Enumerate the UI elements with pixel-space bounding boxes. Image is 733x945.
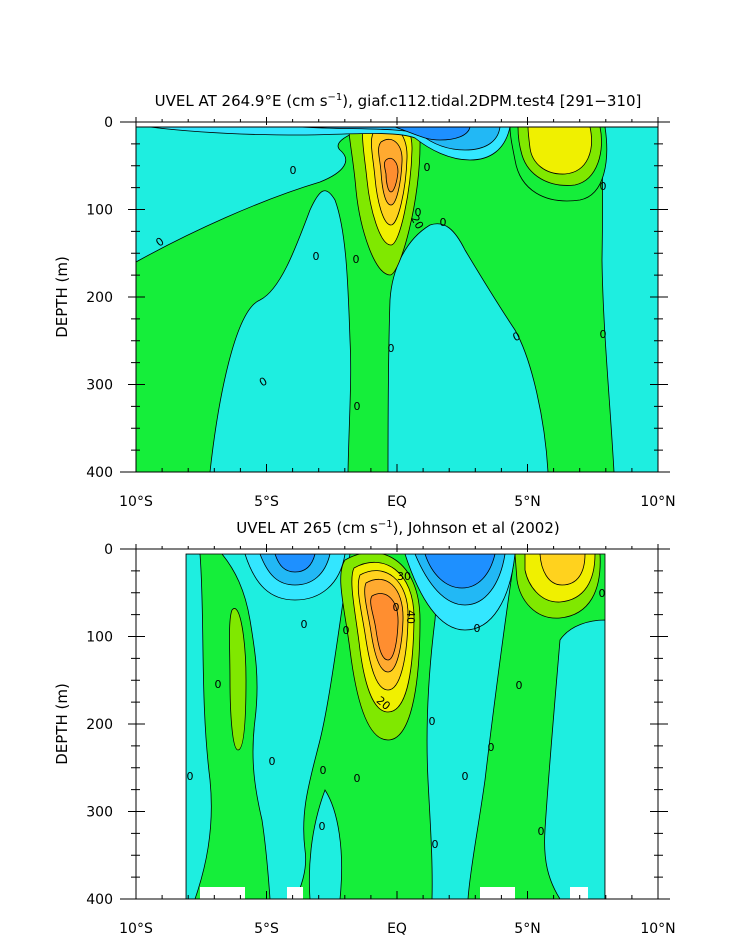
contour-label: 0 <box>600 328 607 341</box>
contour-label: 0 <box>354 772 361 785</box>
x-tick-label: 5°N <box>514 921 540 937</box>
contour-label: 0 <box>301 618 308 631</box>
contour-label: 0 <box>290 164 297 177</box>
contour-label: 0 <box>511 329 523 344</box>
fill2-c0-a <box>186 554 212 899</box>
y-tick-label: 400 <box>86 892 113 908</box>
contour-label: 0 <box>474 622 481 635</box>
contour-label: 0 <box>354 400 361 413</box>
contour-label: 0 <box>516 679 523 692</box>
contour-label: 40 <box>404 610 417 624</box>
panel-1-title: UVEL AT 264.9°E (cm s−1), giaf.c112.tida… <box>155 92 642 110</box>
panel-2-title: UVEL AT 265 (cm s−1), Johnson et al (200… <box>236 519 559 537</box>
y-tick-label: 100 <box>86 630 113 646</box>
contour-label: 0 <box>393 601 400 614</box>
fill-cneg30 <box>394 127 471 141</box>
contour-label: 0 <box>429 715 436 728</box>
fill2-c0-c <box>419 554 516 899</box>
panel-2-ylabel: DEPTH (m) <box>53 683 71 765</box>
y-tick-label: 0 <box>104 542 113 558</box>
contour-label: 0 <box>599 587 606 600</box>
panel-2-contours <box>186 554 605 899</box>
y-tick-label: 100 <box>86 203 113 219</box>
contour-label: 0 <box>388 342 395 355</box>
panel-1: UVEL AT 264.9°E (cm s−1), giaf.c112.tida… <box>53 92 676 510</box>
contour-label: 0 <box>432 838 439 851</box>
x-tick-label: 10°S <box>119 921 153 937</box>
contour-label: 0 <box>600 180 607 193</box>
x-tick-label: 10°N <box>640 494 675 510</box>
contour-label: 30 <box>397 570 411 583</box>
y-tick-label: 300 <box>86 378 113 394</box>
contour-label: 0 <box>269 755 276 768</box>
x-tick-label: 5°S <box>254 494 279 510</box>
y-tick-label: 400 <box>86 465 113 481</box>
contour-label: 0 <box>353 253 360 266</box>
panel-1-contours <box>136 127 658 472</box>
contour-label: 0 <box>320 764 327 777</box>
fill2-c0-b <box>221 554 351 899</box>
x-tick-label: EQ <box>387 921 407 937</box>
contour-label: 0 <box>462 770 469 783</box>
contour-label: 0 <box>319 820 326 833</box>
contour-label: 0 <box>313 250 320 263</box>
contour-label: 0 <box>538 825 545 838</box>
x-tick-label: 5°S <box>254 921 279 937</box>
contour-label: 0 <box>440 216 447 229</box>
fill2-c20-w <box>229 608 247 751</box>
fill-c60 <box>384 157 399 193</box>
y-tick-label: 300 <box>86 805 113 821</box>
y-tick-label: 0 <box>104 115 113 131</box>
fill2-cneg30-w <box>274 554 316 573</box>
fill2-jet-60 <box>370 593 399 661</box>
fill2-c0-e <box>308 789 342 899</box>
x-tick-label: 10°N <box>640 921 675 937</box>
fill2-c0-d <box>544 619 605 899</box>
x-tick-label: EQ <box>387 494 407 510</box>
contour-label: 0 <box>488 741 495 754</box>
x-tick-label: 5°N <box>514 494 540 510</box>
contour-label: 20 <box>408 213 426 232</box>
panel-2: UVEL AT 265 (cm s−1), Johnson et al (200… <box>53 519 676 937</box>
fill2-c40-e <box>539 554 586 586</box>
y-tick-label: 200 <box>86 717 113 733</box>
y-tick-label: 200 <box>86 290 113 306</box>
contour-label: 0 <box>343 624 350 637</box>
panel-1-ylabel: DEPTH (m) <box>53 256 71 338</box>
contour-label: 0 <box>187 770 194 783</box>
fill2-cneg30-e <box>424 554 496 589</box>
contour-label: 0 <box>215 678 222 691</box>
panel-2-gaps <box>200 887 588 899</box>
contour-label: 0 <box>424 161 431 174</box>
x-tick-label: 10°S <box>119 494 153 510</box>
contour-label: 0 <box>415 206 422 219</box>
fill-c30 <box>527 127 592 175</box>
